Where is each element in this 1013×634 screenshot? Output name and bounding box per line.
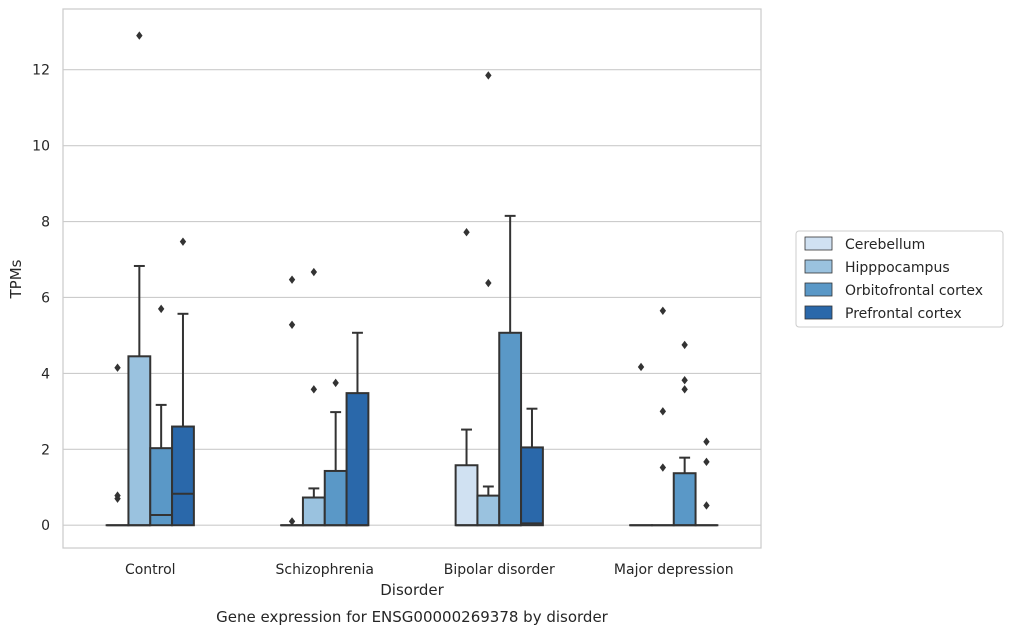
box-layer xyxy=(105,31,719,527)
box-group xyxy=(454,227,479,527)
box xyxy=(149,447,174,527)
x-tick-label: Schizophrenia xyxy=(276,562,374,578)
chart-title: Gene expression for ENSG00000269378 by d… xyxy=(216,608,609,626)
x-tick-label: Control xyxy=(125,562,176,578)
x-axis-title: Disorder xyxy=(380,581,444,599)
outlier-point xyxy=(288,275,296,284)
outlier-point xyxy=(485,278,492,288)
legend-label: Cerebellum xyxy=(845,237,925,253)
legend-label: Hipppocampus xyxy=(845,260,950,276)
box-group xyxy=(498,214,523,527)
outlier-point xyxy=(681,376,688,385)
legend-swatch xyxy=(804,236,833,251)
plot-frame xyxy=(62,8,762,549)
x-tick-label: Bipolar disorder xyxy=(444,562,555,578)
box-group xyxy=(301,267,326,527)
y-tick-labels: 0 2 4 6 8 10 12 xyxy=(32,63,50,534)
outlier-point xyxy=(463,227,470,237)
x-tick-label: Major depression xyxy=(614,562,734,578)
box-group xyxy=(280,275,304,527)
box xyxy=(345,392,370,527)
y-axis-title: TPMs xyxy=(7,259,25,299)
outlier-point xyxy=(310,267,318,277)
box-group xyxy=(520,407,544,527)
box xyxy=(476,494,501,527)
box-group xyxy=(672,340,697,527)
box xyxy=(520,446,544,527)
outlier-point xyxy=(114,363,121,372)
box xyxy=(301,496,326,527)
box-group xyxy=(629,362,653,527)
legend: Cerebellum Hipppocampus Orbitofrontal cort… xyxy=(795,230,1004,328)
y-tick-label: 10 xyxy=(32,139,50,155)
legend-swatch xyxy=(804,282,833,297)
box-group xyxy=(694,437,719,527)
x-tick-labels: Control Schizophrenia Bipolar disorder Majo… xyxy=(125,562,734,578)
outlier-point xyxy=(157,304,165,314)
box-group xyxy=(323,378,348,527)
legend-label: Orbitofrontal cortex xyxy=(845,283,983,299)
box xyxy=(672,472,697,527)
outlier-point xyxy=(179,237,187,246)
box-group xyxy=(476,71,501,527)
box xyxy=(498,331,523,527)
outlier-point xyxy=(681,385,688,394)
outlier-point xyxy=(114,494,121,503)
y-tick-label: 4 xyxy=(41,366,50,382)
outlier-point xyxy=(310,385,318,394)
y-tick-label: 8 xyxy=(41,215,50,231)
box xyxy=(127,355,152,527)
box-group xyxy=(345,331,370,527)
outlier-point xyxy=(681,340,688,350)
outlier-point xyxy=(703,501,710,510)
y-tick-label: 0 xyxy=(41,518,50,534)
box-group xyxy=(105,363,130,527)
y-tick-label: 6 xyxy=(41,290,50,306)
y-tick-label: 2 xyxy=(41,442,50,458)
outlier-point xyxy=(637,362,645,372)
legend-frame xyxy=(795,230,1004,328)
y-tick-label: 12 xyxy=(32,63,50,79)
outlier-point xyxy=(332,378,339,388)
outlier-point xyxy=(703,437,710,446)
outlier-point xyxy=(703,457,710,467)
box-group xyxy=(650,306,675,527)
box-group xyxy=(149,304,174,527)
box-group xyxy=(171,237,195,527)
legend-label: Prefrontal cortex xyxy=(845,306,962,322)
outlier-point xyxy=(485,71,492,80)
outlier-point xyxy=(659,463,667,472)
outlier-point xyxy=(288,517,296,526)
legend-swatch xyxy=(804,259,833,274)
outlier-point xyxy=(136,31,143,40)
box xyxy=(323,469,348,527)
outlier-point xyxy=(288,320,296,330)
box-group xyxy=(127,31,152,527)
legend-swatch xyxy=(804,305,833,320)
box xyxy=(454,464,479,527)
outlier-point xyxy=(659,306,667,315)
outlier-point xyxy=(659,407,667,416)
box xyxy=(171,425,195,527)
